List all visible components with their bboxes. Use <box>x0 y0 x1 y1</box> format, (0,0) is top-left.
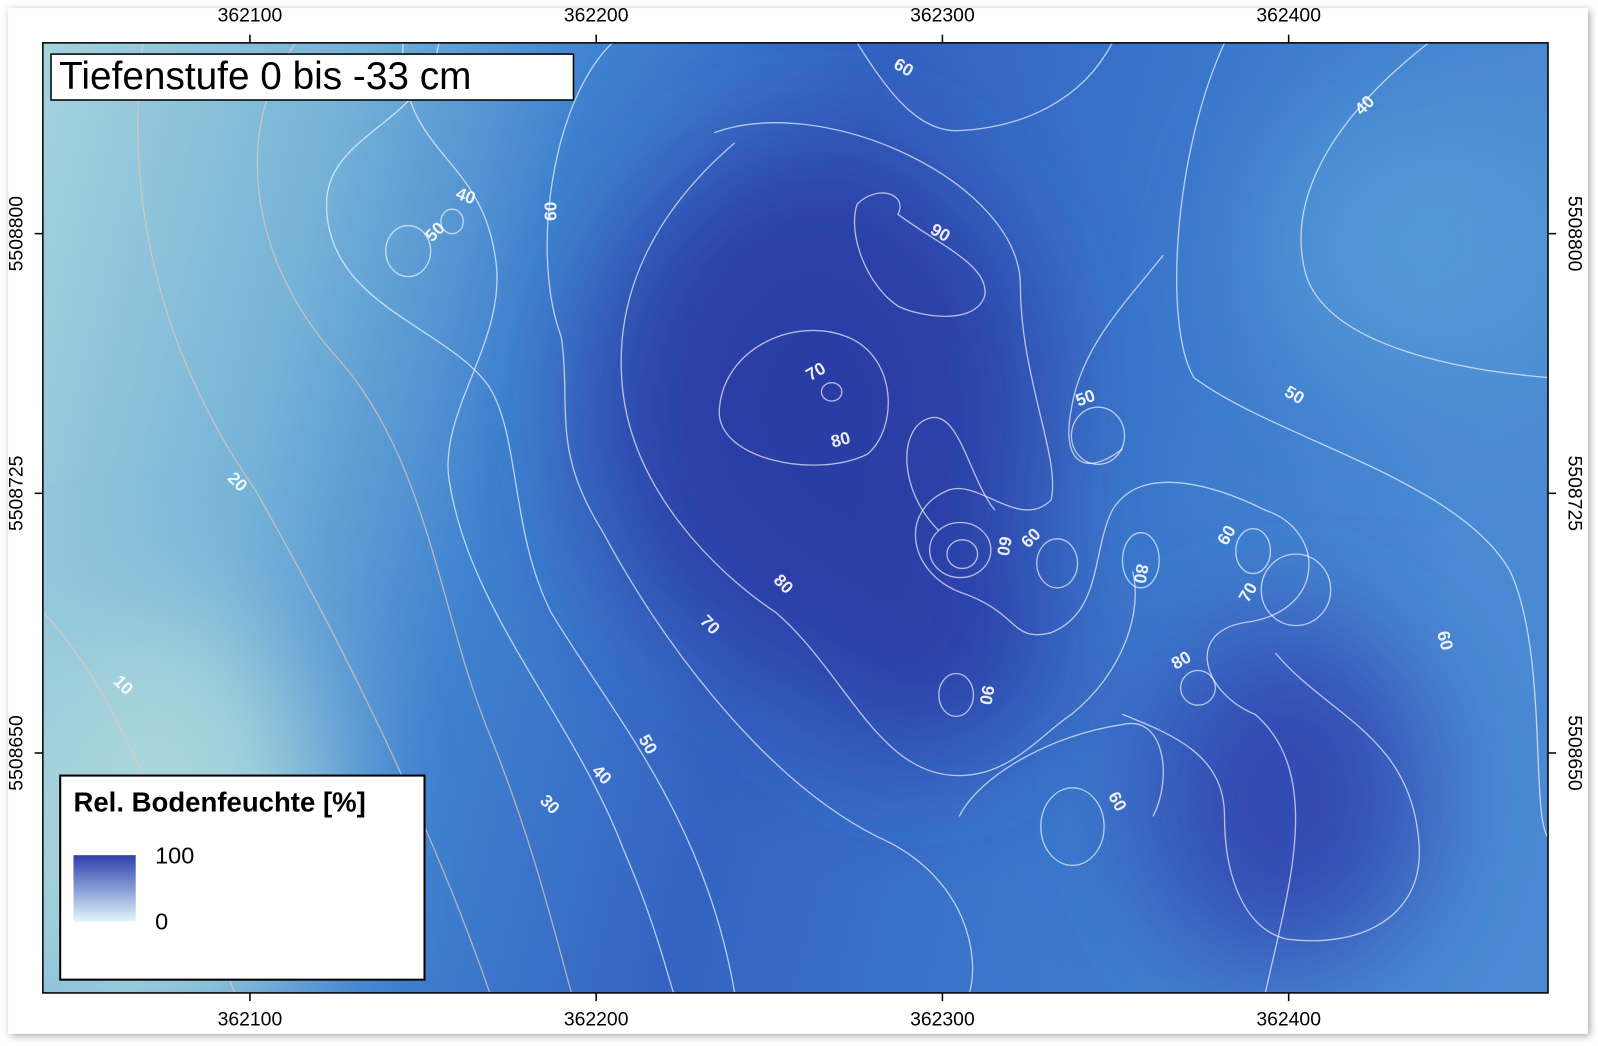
y-tick-label-left: 5508800 <box>5 196 27 272</box>
y-tick-label-right: 5508725 <box>1563 456 1585 531</box>
x-tick-label-top: 362300 <box>910 4 975 26</box>
y-tick-label-left: 5508650 <box>5 715 27 791</box>
contour-label: 80 <box>1130 563 1153 585</box>
x-tick-label-bottom: 362100 <box>218 1009 283 1031</box>
legend: Rel. Bodenfeuchte [%] 100 0 <box>59 774 426 981</box>
legend-min-label: 0 <box>155 909 168 935</box>
legend-color-ramp <box>73 855 136 922</box>
legend-max-label: 100 <box>155 842 194 868</box>
x-tick-label-top: 362100 <box>218 4 283 26</box>
legend-title: Rel. Bodenfeuchte [%] <box>73 786 365 817</box>
x-tick-label-bottom: 362200 <box>564 1009 629 1031</box>
contour-label: 60 <box>993 535 1016 557</box>
contour-label: 80 <box>829 427 853 451</box>
map-frame <box>42 42 1549 994</box>
contours <box>42 42 1548 993</box>
contour-label: 60 <box>1433 629 1457 653</box>
coordinate-ticks: 362100 362100 362200 362200 362300 362300 3624… <box>5 4 1585 1030</box>
y-tick-label-left: 5508725 <box>5 456 27 531</box>
contour-label: 90 <box>976 684 999 706</box>
y-tick-label-right: 5508800 <box>1563 196 1585 272</box>
x-tick-label-bottom: 362400 <box>1256 1009 1321 1031</box>
title-box <box>50 53 575 101</box>
y-tick-label-right: 5508650 <box>1563 715 1585 791</box>
x-tick-label-bottom: 362300 <box>910 1009 975 1031</box>
contour-label: 60 <box>541 202 561 221</box>
map-title: Tiefenstufe 0 bis -33 cm <box>59 55 471 98</box>
x-tick-label-top: 362400 <box>1256 4 1321 26</box>
x-tick-label-top: 362200 <box>564 4 629 26</box>
